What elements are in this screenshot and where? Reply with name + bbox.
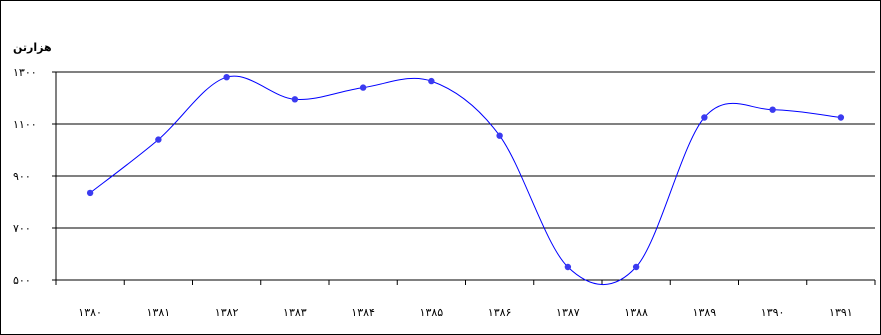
x-tick-label: ۱۳۸۵ bbox=[420, 306, 444, 319]
x-tick-label: ۱۳۹۰ bbox=[761, 306, 785, 319]
data-point-۱۳۸۳ bbox=[291, 96, 299, 103]
x-tick-label: ۱۳۸۶ bbox=[488, 306, 512, 319]
y-tick-label: ۹۰۰ bbox=[13, 170, 31, 183]
series-line bbox=[89, 75, 841, 286]
y-tick-label: ۵۰۰ bbox=[13, 274, 31, 287]
y-tick-label: ۱۱۰۰ bbox=[13, 118, 37, 131]
data-point-۱۳۸۰ bbox=[86, 189, 94, 197]
y-tick-label: ۷۰۰ bbox=[13, 222, 31, 235]
data-point-۱۳۸۴ bbox=[359, 84, 367, 91]
data-markers bbox=[86, 74, 845, 271]
x-tick-label: ۱۳۸۷ bbox=[556, 306, 580, 319]
data-point-۱۳۹۰ bbox=[769, 106, 776, 113]
data-point-۱۳۸۹ bbox=[701, 114, 708, 121]
y-axis-unit-label: هزارتن bbox=[13, 41, 52, 54]
data-point-۱۳۸۵ bbox=[428, 77, 435, 85]
x-tick-label: ۱۳۸۹ bbox=[693, 306, 717, 319]
x-tick-label: ۱۳۸۲ bbox=[215, 306, 239, 319]
data-point-۱۳۸۸ bbox=[632, 263, 640, 271]
x-tick-labels: ۱۳۸۰ ۱۳۸۱ ۱۳۸۲ ۱۳۸۳ ۱۳۸۴ ۱۳۸۵ ۱۳۸۶ ۱۳۸۷ ۱۳۸۸ ۱۳۸۹… bbox=[78, 306, 852, 319]
x-tick-label: ۱۳۸۰ bbox=[78, 306, 102, 319]
x-tick-label: ۱۳۸۸ bbox=[624, 306, 648, 319]
data-point-۱۳۸۲ bbox=[223, 74, 230, 81]
y-tick-labels: ۵۰۰ ۷۰۰ ۹۰۰ ۱۱۰۰ ۱۳۰۰ bbox=[13, 66, 37, 287]
data-point-۱۳۸۶ bbox=[496, 132, 503, 139]
x-tick-label: ۱۳۹۱ bbox=[829, 306, 853, 319]
data-point-۱۳۸۱ bbox=[155, 136, 162, 143]
x-tick-label: ۱۳۸۱ bbox=[147, 306, 171, 319]
x-tick-label: ۱۳۸۴ bbox=[351, 306, 375, 319]
gridlines bbox=[56, 71, 875, 229]
y-tick-label: ۱۳۰۰ bbox=[13, 66, 37, 79]
x-tick-label: ۱۳۸۳ bbox=[283, 306, 307, 319]
data-point-۱۳۸۷ bbox=[564, 263, 572, 271]
data-point-۱۳۹۱ bbox=[837, 114, 845, 121]
axes bbox=[52, 71, 876, 285]
